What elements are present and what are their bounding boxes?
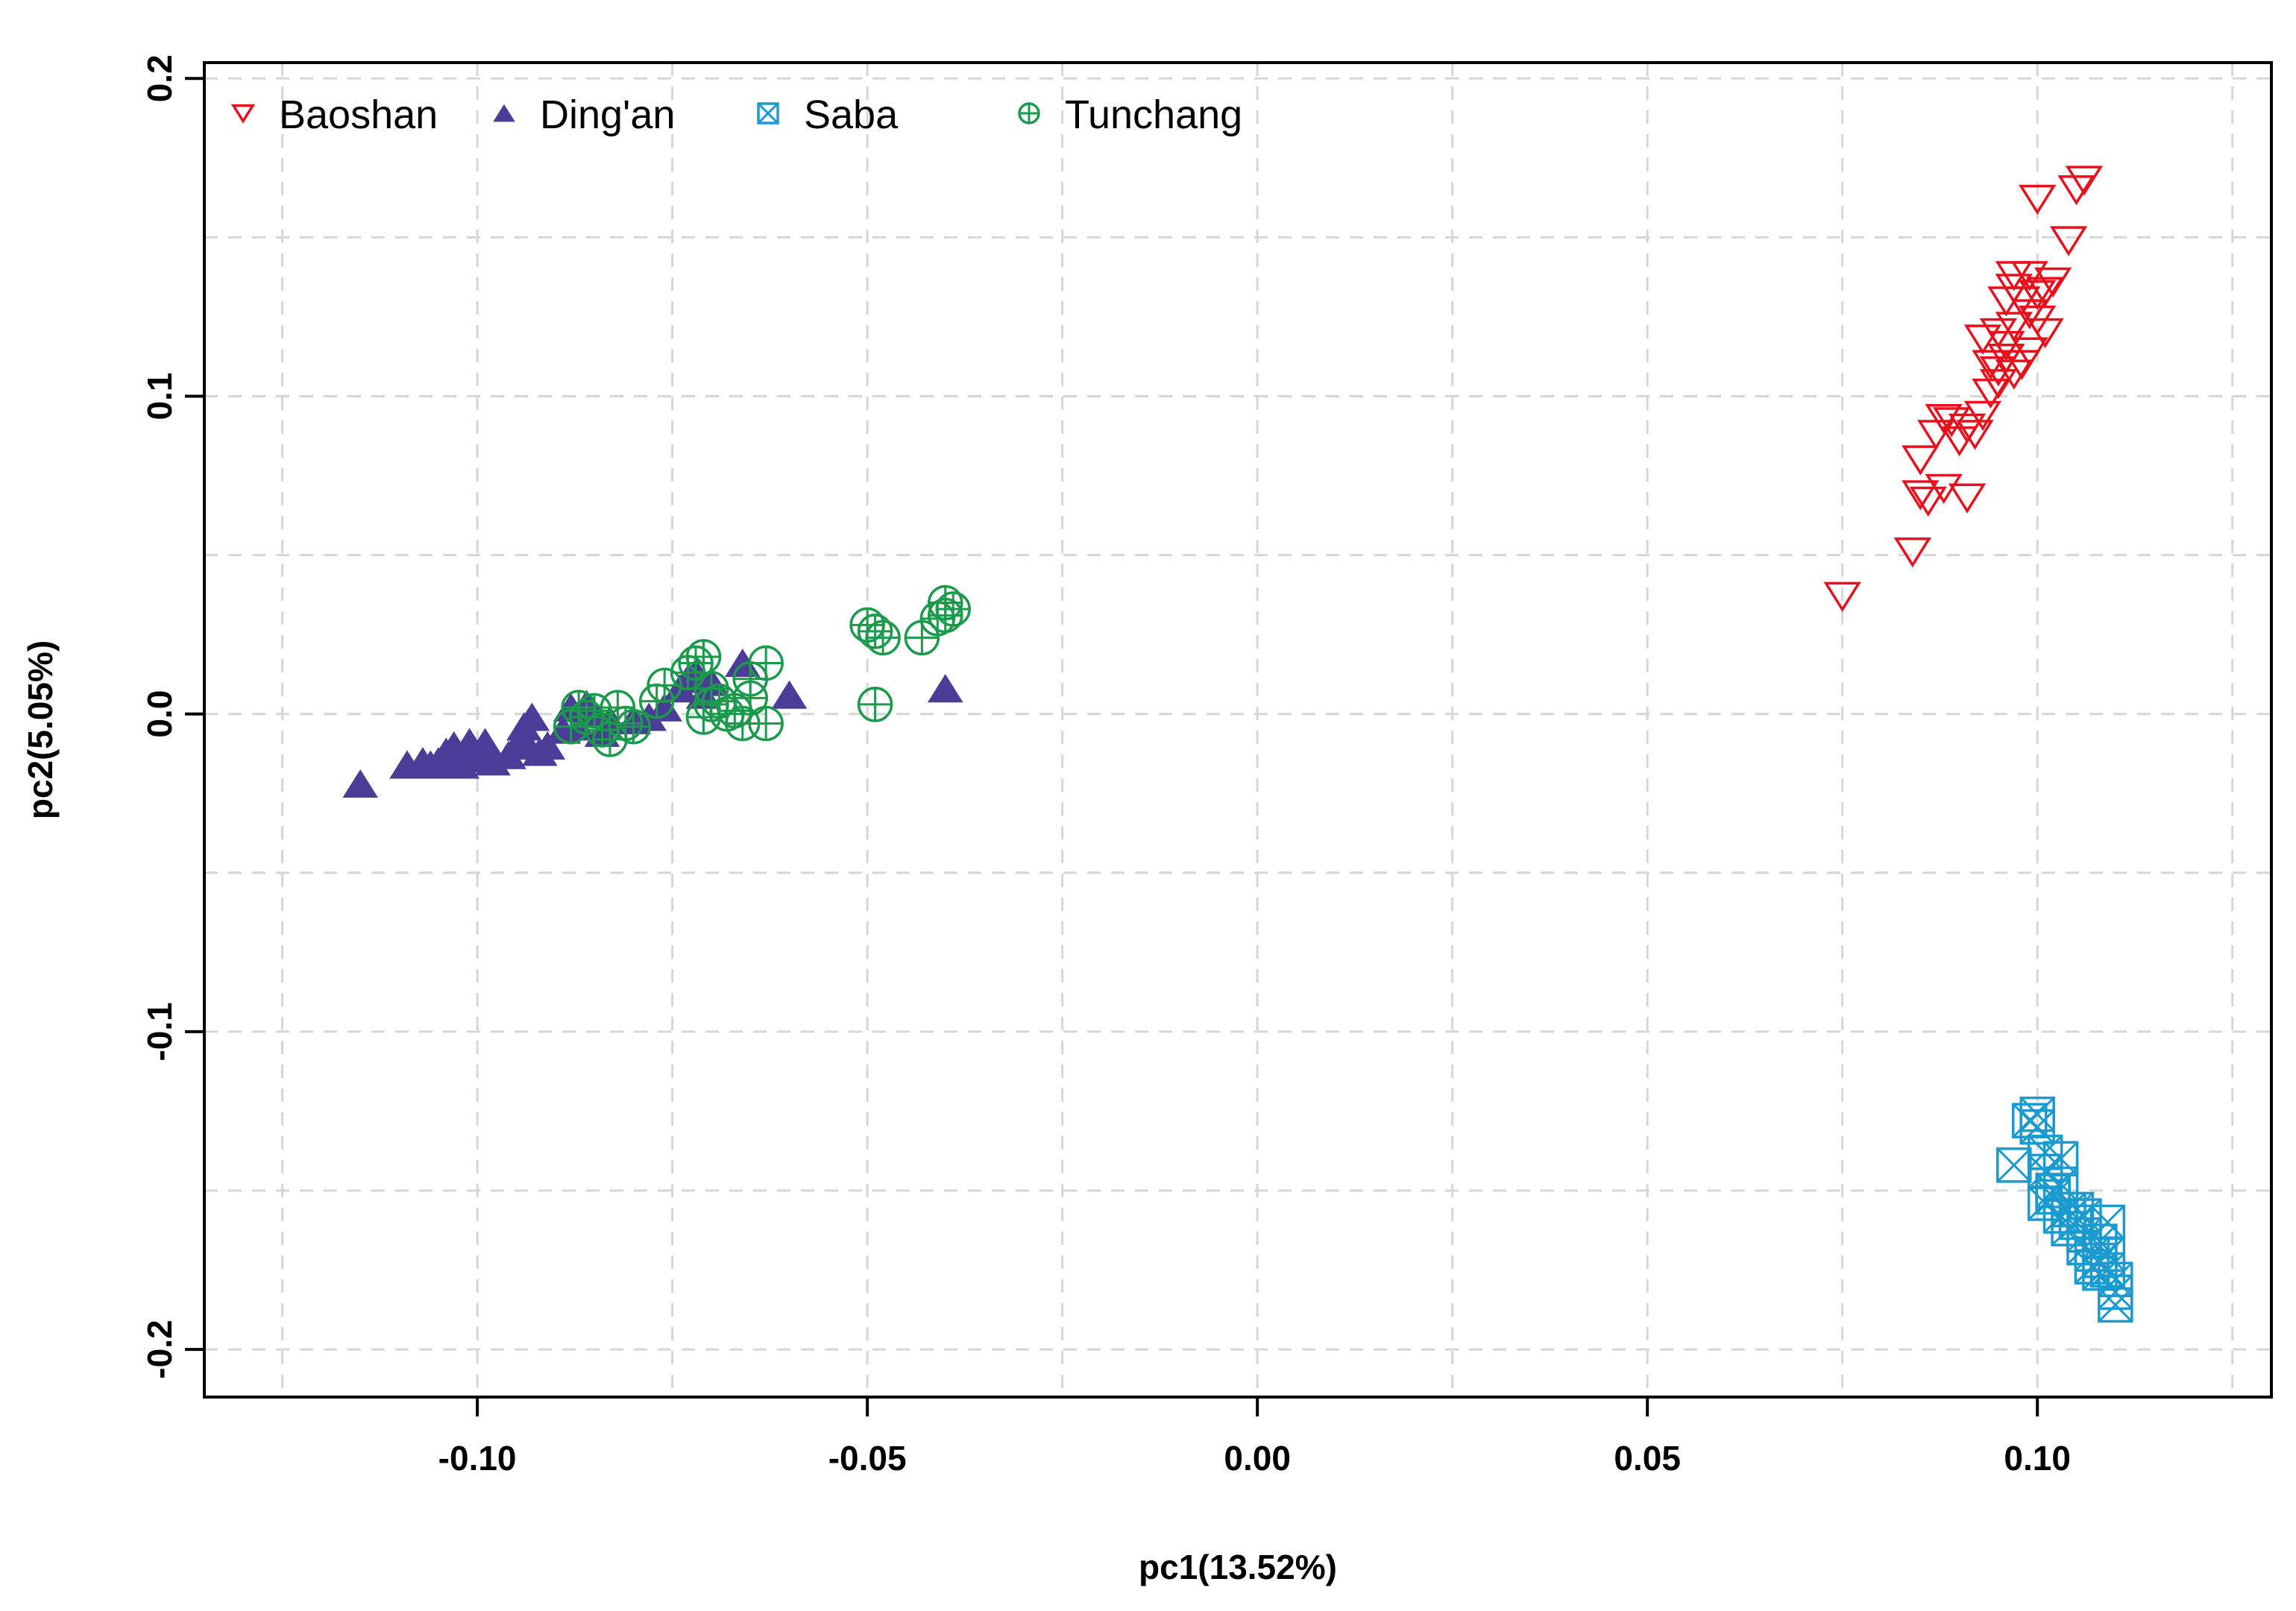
data-point	[935, 591, 971, 627]
data-point	[1948, 413, 1987, 444]
data-point	[1823, 581, 1861, 612]
x-tick-label: -0.05	[828, 1439, 907, 1478]
x-tick-label: 0.05	[1614, 1439, 1681, 1478]
data-point	[2089, 1204, 2126, 1240]
data-point	[576, 693, 612, 729]
series-saba	[1996, 1096, 2133, 1323]
legend-item: Ding'an	[493, 92, 675, 137]
data-point	[647, 667, 682, 704]
data-point	[748, 645, 784, 681]
y-tick-label: -0.1	[140, 1002, 179, 1061]
data-point	[1987, 330, 2025, 362]
data-point	[857, 614, 893, 649]
legend-label: Tunchang	[1065, 92, 1242, 137]
data-point	[2019, 1096, 2055, 1132]
data-point	[1995, 312, 2033, 342]
data-point	[1948, 483, 1987, 514]
data-point	[2026, 277, 2064, 307]
data-points	[342, 165, 2133, 1323]
grid	[204, 63, 2271, 1397]
data-point	[927, 674, 963, 703]
data-point	[514, 702, 550, 731]
data-point	[342, 769, 379, 798]
data-point	[2034, 267, 2072, 297]
data-point	[529, 731, 566, 760]
data-point	[865, 620, 901, 656]
plot-frame	[203, 61, 2273, 1399]
data-point	[1925, 403, 1963, 435]
legend-item: Tunchang	[1018, 92, 1242, 137]
data-point	[771, 680, 808, 709]
x-tick-label: 0.00	[1224, 1439, 1291, 1478]
data-point	[1995, 359, 2033, 390]
data-point	[2057, 175, 2095, 206]
data-point	[2082, 1255, 2118, 1291]
legend-marker	[493, 104, 515, 122]
legend: Baoshan Ding'an Saba Tunchang	[230, 92, 1242, 137]
legend-item: Baoshan	[230, 92, 438, 137]
data-point	[1963, 324, 2002, 355]
data-point	[2019, 184, 2057, 215]
x-tick-label: 0.10	[2004, 1439, 2071, 1478]
data-point	[2065, 165, 2104, 196]
data-point	[1979, 369, 2018, 400]
legend-marker	[230, 104, 256, 124]
data-point	[1987, 286, 2025, 317]
data-point	[2042, 1141, 2079, 1177]
series-tunchang	[553, 584, 971, 757]
data-point	[1902, 445, 1940, 476]
data-point	[2019, 280, 2057, 311]
data-point	[584, 712, 620, 748]
data-point	[2010, 261, 2048, 291]
data-point	[2019, 305, 2057, 336]
series-baoshan	[1823, 165, 2104, 612]
data-point	[857, 687, 893, 722]
data-point	[1893, 537, 1931, 568]
data-point	[615, 708, 652, 745]
data-point	[678, 645, 714, 681]
legend-label: Baoshan	[279, 92, 438, 137]
axis-ticks: -0.10 -0.05 0.00 0.05 0.10 -0.2 -0.1 0.0 0.1 0.2	[140, 54, 2071, 1478]
legend-label: Saba	[804, 92, 899, 137]
data-point	[1963, 400, 2002, 431]
x-tick-label: -0.10	[438, 1439, 517, 1478]
y-tick-label: 0.1	[140, 373, 179, 420]
data-point	[2010, 337, 2048, 368]
x-axis-title: pc1(13.52%)	[1139, 1548, 1337, 1586]
legend-label: Ding'an	[540, 92, 675, 137]
data-point	[1956, 420, 1994, 450]
legend-marker	[1018, 102, 1040, 124]
data-point	[1902, 480, 1940, 511]
data-point	[685, 639, 722, 675]
data-point	[2049, 226, 2088, 256]
legend-item: Saba	[757, 92, 899, 137]
series-dingan	[342, 649, 963, 798]
data-point	[927, 597, 963, 634]
legend-marker	[757, 102, 779, 124]
y-tick-label: 0.0	[140, 690, 179, 738]
y-axis-title: pc2(5.05%)	[21, 640, 60, 819]
y-tick-label: 0.2	[140, 54, 179, 102]
y-tick-label: -0.2	[140, 1320, 179, 1378]
data-point	[732, 680, 768, 716]
data-point	[1909, 486, 1947, 517]
data-point	[1996, 1147, 2032, 1183]
data-point	[1987, 344, 2025, 374]
data-point	[748, 705, 784, 742]
